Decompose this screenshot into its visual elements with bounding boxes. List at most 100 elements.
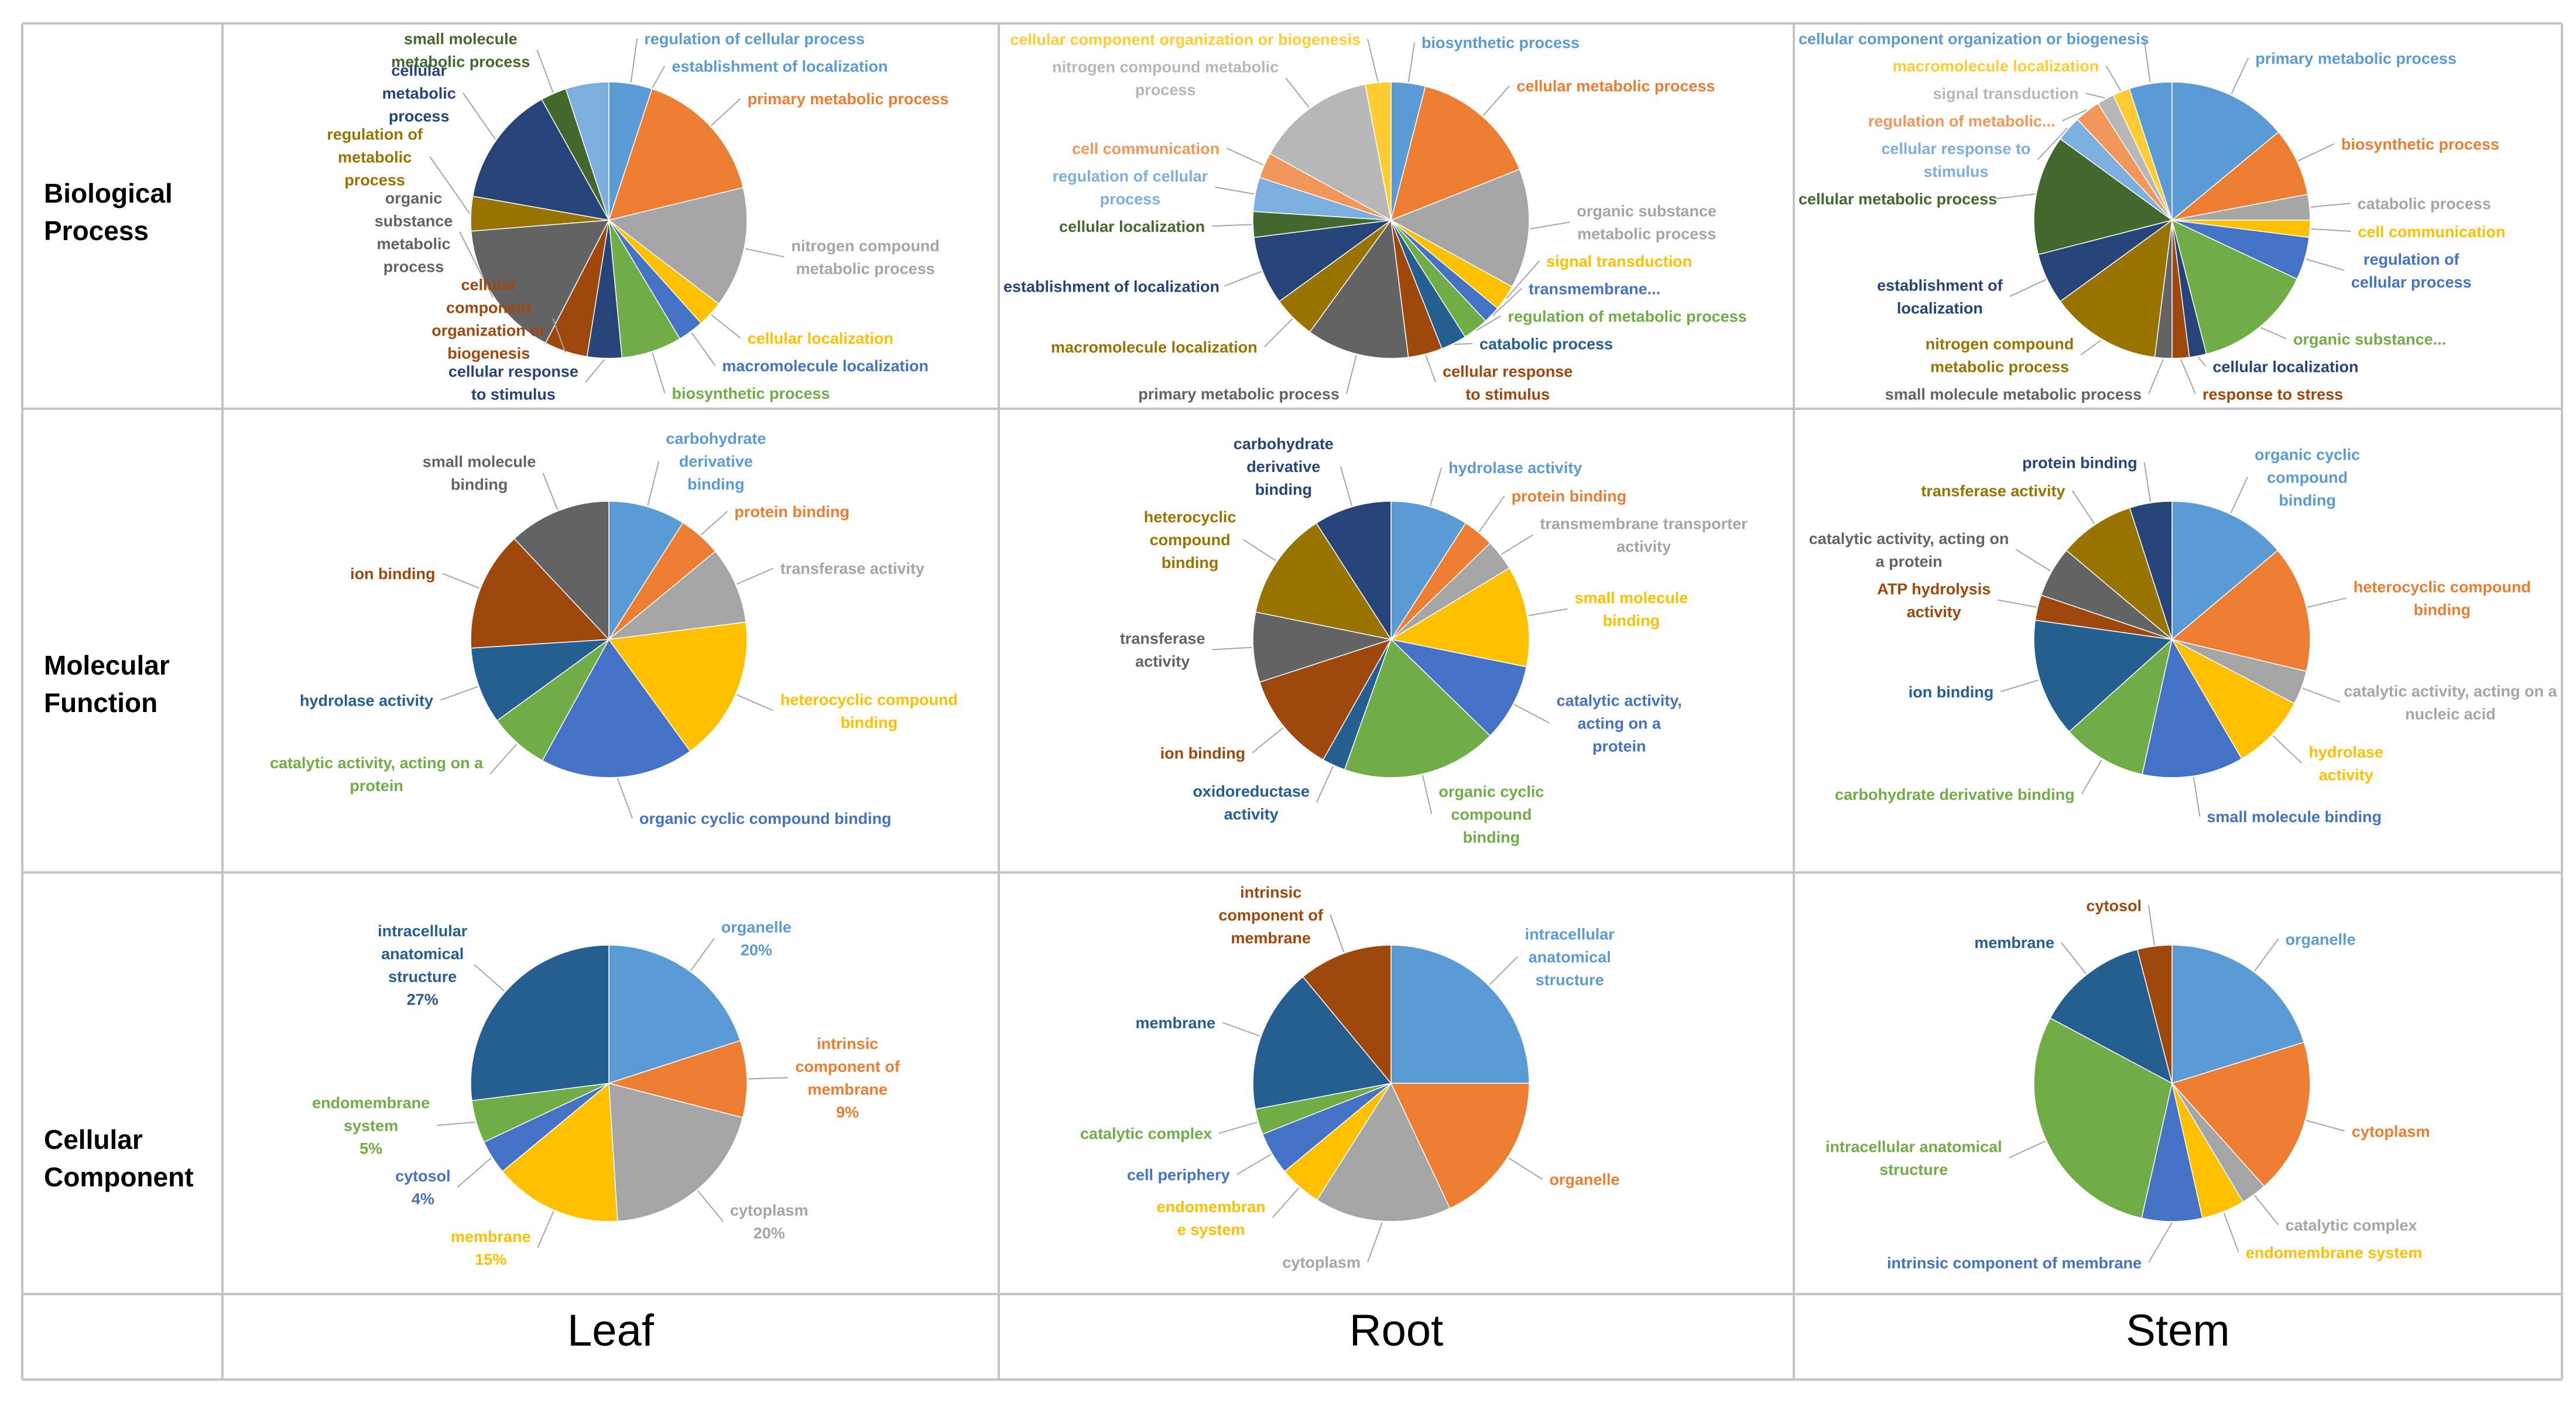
slice-label-line: cellular (391, 61, 447, 79)
slice-label-line: transferase activity (1921, 483, 2065, 500)
slice-label-line: system (344, 1117, 398, 1135)
row-label-line: Component (44, 1162, 194, 1192)
slice-label-line: cytosol (2086, 897, 2142, 915)
slice-label: cytoplasm (2352, 1123, 2430, 1140)
leader-line (1367, 39, 1379, 82)
leader-lines (1998, 462, 2347, 817)
pie-slice-ion-binding (2033, 620, 2173, 733)
leader-line (711, 314, 741, 339)
slice-label: endomembran e system (1157, 1198, 1266, 1238)
slice-label: primary metabolic process (748, 90, 949, 108)
pie-slices (1252, 501, 1530, 778)
slice-label-line: organelle (721, 919, 792, 936)
leader-lines (1218, 914, 1543, 1262)
slice-label-line: ATP hydrolysis (1877, 580, 1991, 598)
leader-line (2311, 228, 2351, 232)
slice-label: cellular localization (1059, 218, 1205, 235)
slice-label: cellular component organization or bioge… (1799, 30, 2149, 47)
slice-label-line: endomembran (1157, 1198, 1266, 1216)
leader-line (2230, 477, 2249, 514)
slice-label-line: endomembrane (312, 1094, 430, 1112)
slice-label: organic substance... (2293, 330, 2446, 348)
leader-line (1508, 1157, 1543, 1180)
leader-line (1272, 1187, 1300, 1219)
slice-label-line: intrinsic (817, 1035, 878, 1053)
pie-slice-heterocyclic-compound-binding (1255, 522, 1392, 641)
slice-label-line: activity (1907, 603, 1961, 621)
slice-label: cellular response to stimulus (448, 362, 578, 403)
slice-label: regulation of cellular process (2351, 251, 2472, 291)
slice-label-line: metabolic process (391, 53, 530, 70)
leader-line (536, 49, 554, 93)
slice-label-line: a protein (1876, 553, 1943, 570)
leader-line (2180, 359, 2196, 394)
pie-slices (470, 501, 748, 778)
pie-slice-intracellular-anatomical-structure (2033, 1017, 2173, 1219)
slice-label-line: establishment of localization (672, 57, 888, 75)
leader-line (2197, 357, 2207, 367)
slice-label-line: regulation of metabolic process (1508, 307, 1747, 325)
slice-label-line: membrane (451, 1228, 531, 1245)
slice-label-line: heterocyclic (1144, 508, 1236, 526)
leader-line (1476, 315, 1502, 331)
pie-slice-hydrolase-activity (470, 639, 611, 721)
slice-labels: organelle 20% intrinsic component of membran… (312, 919, 900, 1268)
slice-label: membrane 15% (451, 1228, 531, 1268)
row-label-line: Molecular (44, 650, 170, 680)
leader-lines (1212, 466, 1568, 815)
slice-label-line: biosynthetic process (672, 385, 830, 402)
slice-label-line: cellular localization (2212, 358, 2358, 375)
slice-label: cellular response to stimulus (1881, 140, 2030, 180)
pie-slice-ion-binding (1259, 638, 1392, 761)
leader-line (1252, 727, 1284, 754)
slice-label: organelle (2285, 930, 2355, 948)
leader-line (1218, 1121, 1258, 1134)
leader-line (2297, 143, 2335, 162)
slice-label-line: regulation of metabolic... (1868, 112, 2056, 130)
slice-labels: intracellular anatomical structure organell… (1080, 884, 1619, 1271)
slice-label-line: 4% (412, 1190, 434, 1208)
leader-line (459, 231, 494, 298)
pie-slice-intracellular-anatomical-structure-27 (470, 945, 609, 1101)
slice-label-line: activity (1135, 653, 1190, 670)
slice-label-line: acting on a (1577, 715, 1661, 733)
leader-line (2081, 759, 2102, 795)
slice-label-line: binding (1162, 554, 1218, 572)
slice-label-line: regulation of cellular process (644, 30, 865, 47)
slice-label: heterocyclic compound binding (1144, 508, 1236, 572)
slice-label: regulation of metabolic process (327, 125, 423, 189)
leader-line (440, 686, 478, 701)
slice-label-line: nitrogen compound (791, 237, 939, 255)
slice-label-line: metabolic (338, 148, 412, 166)
pie-slice-organic-cyclic-compound-binding (542, 638, 691, 778)
slice-label: protein binding (734, 503, 849, 521)
slice-label-line: cellular metabolic process (1516, 77, 1715, 95)
leader-line (652, 66, 666, 88)
slice-label: cellular localization (748, 330, 893, 347)
slice-label-line: component of (1218, 906, 1323, 924)
pie-slice-other (565, 81, 609, 221)
slice-label-line: catalytic activity, acting on a (270, 754, 484, 772)
slice-label-line: to stimulus (1465, 385, 1550, 403)
slice-label: ion binding (350, 565, 435, 583)
leader-line (737, 567, 774, 585)
leader-line (437, 1121, 475, 1126)
leader-line (745, 248, 785, 258)
leader-line (1340, 466, 1352, 506)
slice-label: intracellular anatomical structure (1825, 1138, 2002, 1178)
slice-label: regulation of metabolic... (1868, 112, 2056, 130)
slice-label-line: anatomical (1529, 948, 1611, 966)
slice-label-line: ion binding (1909, 683, 1993, 701)
slice-label-line: cellular component organization or bioge… (1799, 30, 2149, 47)
leader-line (2148, 1222, 2173, 1263)
slice-label: macromolecule localization (1051, 338, 1258, 356)
slice-label-line: membrane (1231, 929, 1311, 947)
slice-label: cellular metabolic process (1799, 190, 1997, 208)
pie-slice-establishment-of-localization (1253, 220, 1392, 302)
pie-slice-organic-substance-metabolic-process (470, 220, 610, 344)
slice-label: cellular localization (2212, 358, 2358, 375)
leader-line (748, 1077, 788, 1080)
pie-slice-membrane (1252, 976, 1392, 1110)
leader-line (697, 1190, 724, 1222)
leader-line (1425, 355, 1437, 383)
